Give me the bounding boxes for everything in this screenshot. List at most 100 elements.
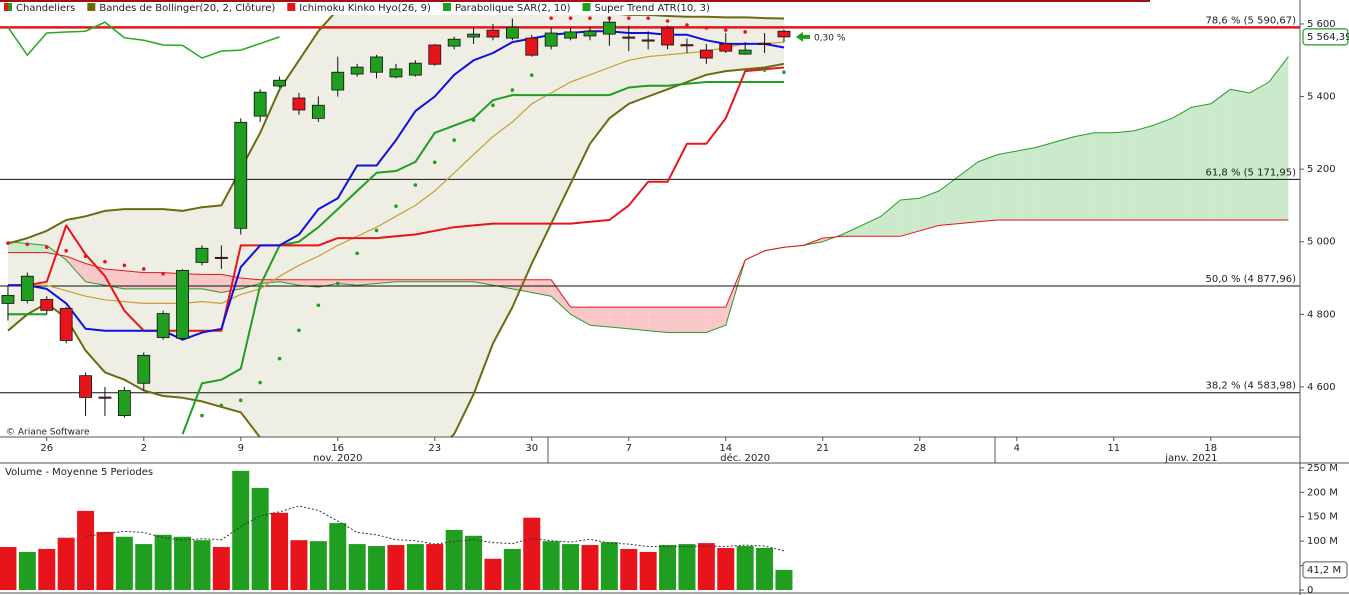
volume-title: Volume - Moyenne 5 Periodes	[5, 467, 153, 478]
volume-bar	[38, 548, 56, 590]
volume-bar	[484, 558, 502, 590]
volume-bar	[135, 544, 153, 590]
candle	[777, 29, 791, 43]
x-tick-label: 18	[1204, 443, 1217, 454]
cloud-fill	[1113, 131, 1134, 220]
month-label: nov. 2020	[313, 453, 362, 464]
change-arrow	[795, 31, 810, 42]
y-tick-label: 5 200	[1307, 164, 1336, 175]
volume-bar	[717, 547, 735, 590]
y-tick-label: 4 800	[1307, 309, 1336, 320]
fib-label: 50,0 % (4 877,96)	[1206, 274, 1297, 285]
candle	[525, 34, 539, 57]
legend-swatch	[287, 3, 296, 11]
span-b	[8, 219, 1289, 308]
y-tick-label: 5 000	[1307, 237, 1336, 248]
cloud-fill	[1191, 103, 1211, 220]
volume-bar	[251, 487, 269, 590]
volume-bar	[290, 540, 308, 590]
cloud-fill	[1210, 89, 1231, 220]
candle	[98, 386, 112, 416]
sar-dot	[646, 16, 650, 20]
volume-bar	[542, 541, 560, 590]
cloud-fill	[919, 190, 940, 231]
chikou	[7, 21, 280, 59]
volume-bar	[348, 544, 366, 590]
candle	[137, 352, 151, 391]
candle-body	[156, 313, 170, 338]
cloud-fill	[977, 154, 998, 222]
x-tick-label: 9	[238, 443, 244, 454]
sar-dot	[122, 263, 127, 268]
volume-bar	[659, 545, 677, 590]
candle-body	[428, 44, 442, 65]
kijun	[8, 66, 785, 332]
volume-bar	[756, 547, 774, 590]
y-tick-label: 4 600	[1307, 382, 1336, 393]
candle-body	[331, 71, 345, 91]
change-label: 0,30 %	[814, 33, 846, 43]
sar-dot	[452, 138, 456, 142]
sar-dot	[549, 16, 553, 20]
legend-background	[0, 0, 720, 15]
span-a	[7, 56, 1289, 333]
sar-dot	[6, 241, 10, 245]
volume-bar	[581, 545, 599, 590]
volume-bar	[329, 523, 347, 590]
cloud-fill	[609, 307, 629, 329]
candle	[273, 76, 286, 88]
candle-body	[1, 295, 15, 304]
volume-bar	[77, 510, 95, 590]
cloud-fill	[861, 216, 881, 237]
volume-bar	[426, 544, 444, 590]
candle-body	[253, 91, 267, 117]
cloud-fill	[648, 307, 668, 333]
candle	[447, 36, 461, 50]
last-volume-tag	[1302, 561, 1348, 579]
sar-dot	[258, 380, 262, 385]
candle	[79, 372, 92, 416]
legend-label: Parabolique SAR(2, 10)	[455, 3, 571, 14]
candle-body	[20, 275, 34, 301]
candle	[117, 386, 131, 418]
volume-bar	[115, 536, 133, 590]
candle-body	[583, 30, 597, 37]
volume-bar	[212, 547, 230, 590]
cloud-fill	[27, 243, 47, 253]
sar-dot	[529, 73, 534, 77]
sar-dot	[141, 267, 146, 271]
cloud-fill	[958, 161, 978, 224]
cloud-fill	[551, 279, 571, 315]
x-tick-label: 23	[428, 443, 441, 454]
candle	[622, 25, 636, 52]
candle-body	[447, 38, 461, 47]
candle	[758, 33, 771, 53]
candle-body	[40, 299, 54, 311]
volume-bar	[57, 537, 75, 590]
sar-dot	[238, 398, 243, 403]
sar-dot	[297, 328, 301, 333]
candle	[680, 38, 694, 53]
x-tick-label: 16	[331, 443, 344, 454]
candle	[331, 56, 345, 97]
candle	[738, 42, 752, 55]
candle-body	[176, 270, 189, 339]
candle-body	[622, 36, 636, 39]
cloud-fill	[900, 198, 920, 237]
sar-dot	[626, 16, 631, 20]
tenkan	[8, 30, 785, 341]
legend-label: Bandes de Bollinger(20, 2, Clôture)	[99, 2, 275, 14]
candle	[40, 296, 54, 315]
candle-body	[486, 29, 500, 38]
sar-dot	[568, 16, 573, 20]
candle-body	[680, 44, 694, 47]
volume-bar	[523, 517, 541, 590]
candle-body	[564, 31, 577, 39]
cloud-fill	[1016, 147, 1037, 220]
sar-dot	[510, 88, 515, 92]
candle-body	[117, 390, 131, 416]
cloud-fill	[1152, 118, 1172, 220]
bollinger-fill	[7, 0, 784, 437]
candle-body	[311, 104, 325, 119]
